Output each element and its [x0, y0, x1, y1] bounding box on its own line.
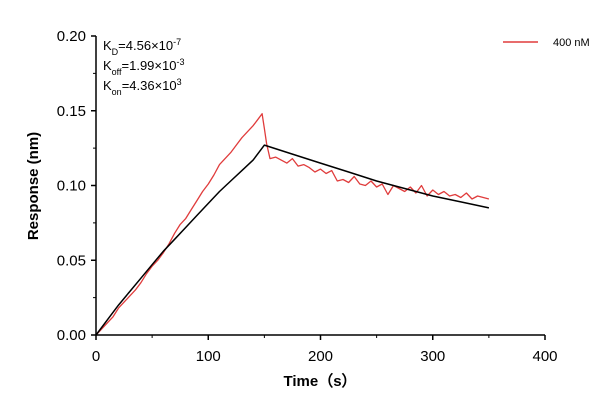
y-axis-title: Response (nm) [25, 132, 42, 240]
y-tick-label: 0.00 [57, 327, 86, 344]
x-tick-label: 200 [308, 348, 333, 365]
fit-curve [95, 144, 490, 336]
ticks: 0 100 200 300 400 0.00 0.05 0.10 0.15 0.20 [57, 28, 558, 365]
series-line-400nm [95, 113, 490, 336]
y-tick-label: 0.10 [57, 178, 86, 195]
plot-lines [95, 113, 490, 336]
legend: 400 nM [503, 37, 590, 49]
legend-label-400nm: 400 nM [553, 37, 590, 49]
x-tick-label: 0 [92, 348, 100, 365]
x-tick-label: 300 [420, 348, 445, 365]
x-tick-label: 400 [532, 348, 557, 365]
y-tick-label: 0.15 [57, 103, 86, 120]
x-tick-label: 100 [196, 348, 221, 365]
y-tick-label: 0.20 [57, 28, 86, 45]
x-axis-title: Time（s） [283, 372, 356, 390]
koff-annotation: Koff=1.99×10-3 [103, 57, 184, 77]
kinetic-constants: KD=4.56×10-7 Koff=1.99×10-3 Kon=4.36×103 [103, 37, 184, 97]
kd-annotation: KD=4.56×10-7 [103, 37, 181, 57]
kon-annotation: Kon=4.36×103 [103, 77, 182, 97]
y-tick-label: 0.05 [57, 252, 86, 269]
